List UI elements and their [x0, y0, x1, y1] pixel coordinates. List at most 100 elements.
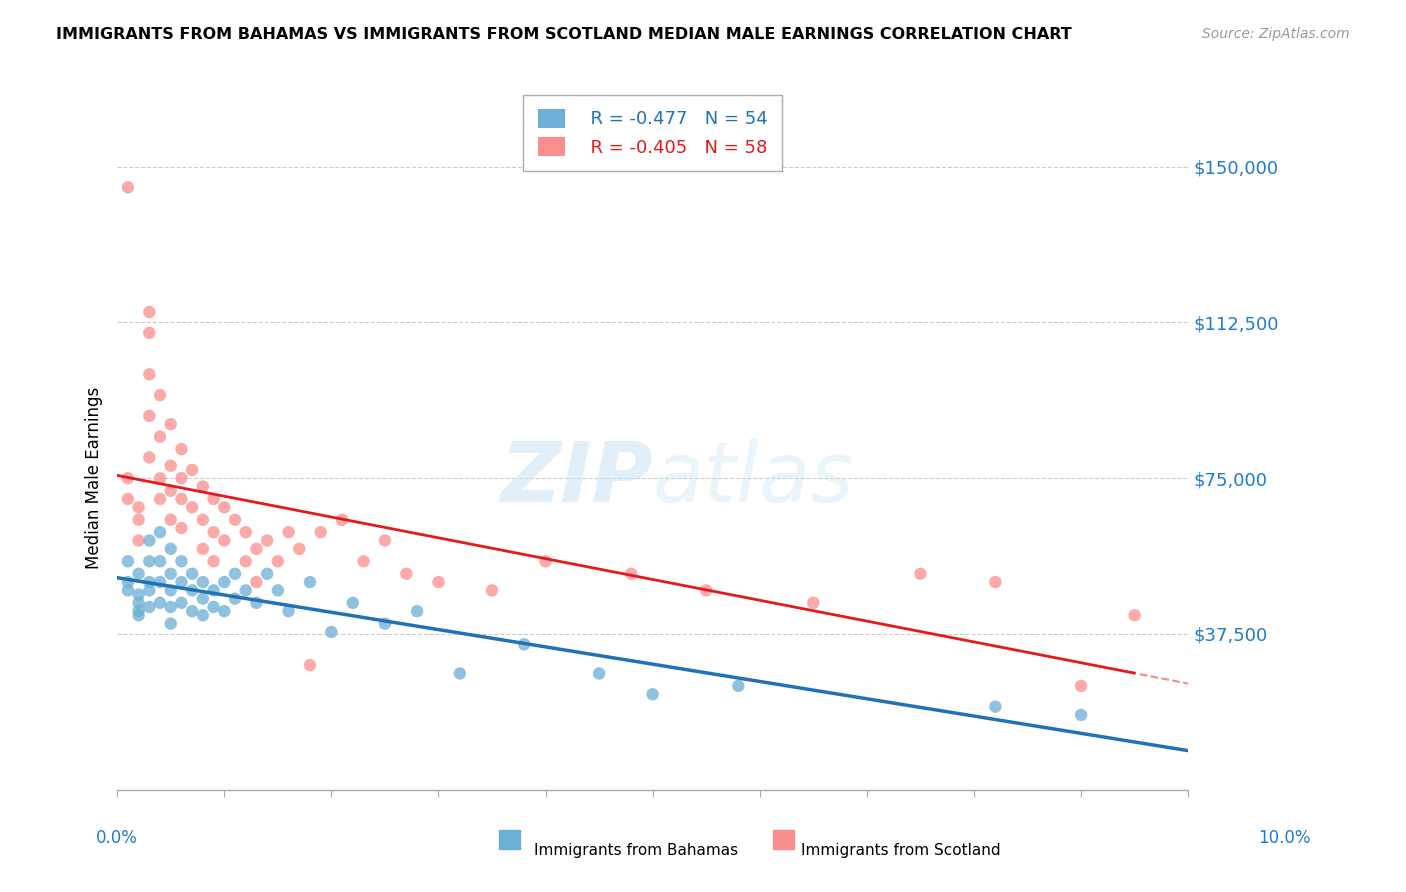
Point	[288, 541, 311, 556]
Point	[181, 500, 204, 515]
Point	[128, 513, 150, 527]
Point	[406, 604, 429, 618]
Point	[353, 554, 375, 568]
Point	[298, 575, 321, 590]
Point	[191, 513, 214, 527]
Point	[374, 616, 396, 631]
Point	[513, 637, 536, 651]
Point	[427, 575, 450, 590]
Text: ZIP: ZIP	[501, 438, 652, 519]
Point	[159, 541, 181, 556]
Point	[984, 575, 1007, 590]
Point	[117, 471, 139, 485]
Text: Immigrants from Bahamas: Immigrants from Bahamas	[534, 843, 738, 858]
Point	[214, 575, 236, 590]
Point	[191, 575, 214, 590]
Point	[277, 525, 299, 540]
Legend:   R = -0.477   N = 54,   R = -0.405   N = 58: R = -0.477 N = 54, R = -0.405 N = 58	[523, 95, 782, 171]
Point	[149, 554, 172, 568]
Point	[395, 566, 418, 581]
Point	[159, 566, 181, 581]
Point	[727, 679, 749, 693]
Point	[128, 596, 150, 610]
Point	[138, 450, 160, 465]
Point	[330, 513, 353, 527]
Point	[181, 583, 204, 598]
Text: 0.0%: 0.0%	[96, 829, 138, 847]
Point	[138, 409, 160, 423]
Point	[267, 554, 290, 568]
Point	[191, 479, 214, 493]
Point	[202, 554, 225, 568]
Point	[138, 554, 160, 568]
Point	[170, 596, 193, 610]
Point	[224, 591, 246, 606]
Point	[159, 458, 181, 473]
Point	[149, 491, 172, 506]
Text: Source: ZipAtlas.com: Source: ZipAtlas.com	[1202, 27, 1350, 41]
Point	[128, 500, 150, 515]
Point	[170, 575, 193, 590]
Point	[149, 596, 172, 610]
Point	[235, 525, 257, 540]
Point	[138, 599, 160, 614]
Point	[170, 521, 193, 535]
Point	[159, 483, 181, 498]
Point	[138, 533, 160, 548]
Point	[181, 566, 204, 581]
Point	[117, 554, 139, 568]
Point	[128, 533, 150, 548]
Point	[149, 388, 172, 402]
Point	[245, 541, 267, 556]
Point	[374, 533, 396, 548]
Point	[910, 566, 932, 581]
Point	[235, 554, 257, 568]
Point	[117, 491, 139, 506]
Point	[620, 566, 643, 581]
Point	[449, 666, 471, 681]
Point	[159, 599, 181, 614]
Y-axis label: Median Male Earnings: Median Male Earnings	[86, 387, 103, 569]
Point	[588, 666, 610, 681]
Text: 10.0%: 10.0%	[1258, 829, 1310, 847]
Point	[138, 326, 160, 340]
Point	[191, 541, 214, 556]
Point	[170, 471, 193, 485]
Point	[235, 583, 257, 598]
Point	[267, 583, 290, 598]
Point	[534, 554, 557, 568]
Point	[214, 604, 236, 618]
Point	[214, 500, 236, 515]
Point	[256, 566, 278, 581]
Point	[170, 554, 193, 568]
Point	[1070, 708, 1092, 723]
Point	[321, 624, 343, 639]
Point	[224, 566, 246, 581]
Point	[309, 525, 332, 540]
Point	[128, 566, 150, 581]
Point	[202, 491, 225, 506]
Text: atlas: atlas	[652, 438, 855, 519]
Point	[128, 608, 150, 623]
Point	[149, 525, 172, 540]
Point	[128, 604, 150, 618]
Point	[801, 596, 824, 610]
Point	[138, 583, 160, 598]
Point	[149, 430, 172, 444]
Point	[1070, 679, 1092, 693]
Point	[256, 533, 278, 548]
Point	[170, 491, 193, 506]
Point	[214, 533, 236, 548]
Point	[138, 368, 160, 382]
Point	[277, 604, 299, 618]
Point	[159, 583, 181, 598]
Point	[128, 588, 150, 602]
Point	[181, 604, 204, 618]
Point	[224, 513, 246, 527]
Point	[481, 583, 503, 598]
Point	[138, 305, 160, 319]
Point	[245, 596, 267, 610]
Point	[1123, 608, 1146, 623]
Point	[342, 596, 364, 610]
Point	[191, 608, 214, 623]
